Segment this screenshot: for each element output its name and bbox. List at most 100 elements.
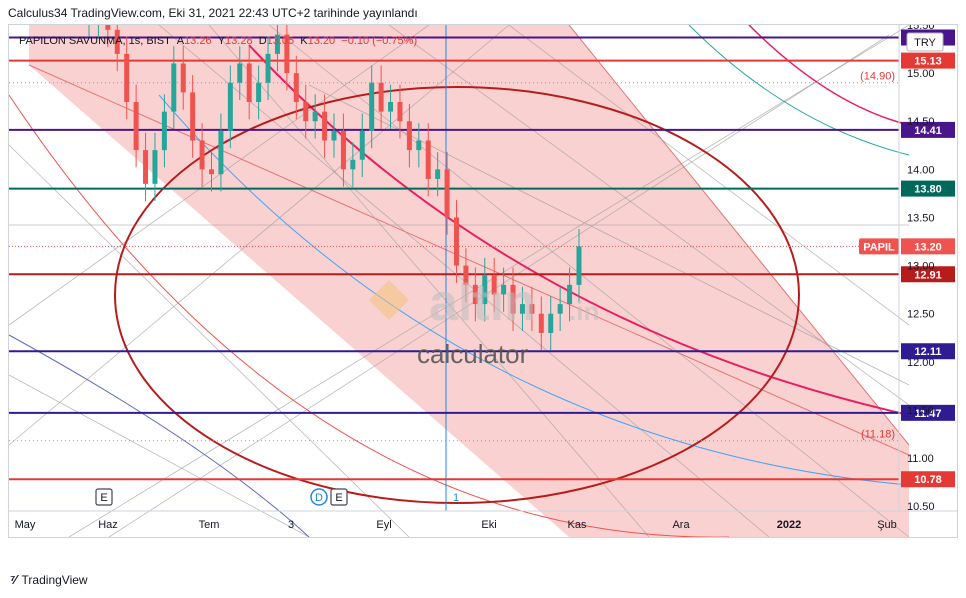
x-tick-label: May <box>15 519 36 531</box>
candle-body <box>491 275 497 295</box>
fan-line <box>208 25 650 537</box>
candle-body <box>303 101 309 122</box>
price-level-tag <box>901 343 955 360</box>
dotted-level-label: (11.18) <box>861 429 895 441</box>
candle-body <box>359 130 365 160</box>
currency-button[interactable] <box>906 32 944 52</box>
price-level-tag <box>901 121 955 138</box>
price-level-label: 12.91 <box>914 269 942 281</box>
y-tick-label: 14.00 <box>907 164 935 176</box>
x-tick-label: Şub <box>877 519 897 531</box>
candle-body <box>425 140 431 179</box>
candle-body <box>350 159 356 170</box>
candle-body <box>284 34 290 74</box>
cycle-ellipse <box>114 86 800 504</box>
y-tick-label: 12.50 <box>907 309 935 321</box>
x-tick-label: Eyl <box>376 519 391 531</box>
candle-body <box>538 313 544 333</box>
fan-line <box>9 144 410 537</box>
y-tick-label: 15.50 <box>907 25 935 32</box>
candle-body <box>501 284 507 295</box>
y-tick-label: 12.00 <box>907 357 935 369</box>
candle-body <box>567 284 573 305</box>
event-marker-label: E <box>100 492 107 504</box>
candle-body <box>265 53 271 83</box>
ohlc-high: 13.28 <box>225 35 253 47</box>
price-level-label: 10.78 <box>914 474 942 486</box>
candle-body <box>143 150 149 184</box>
candle-body <box>454 217 459 266</box>
candle-body <box>246 63 252 102</box>
candle-body <box>293 73 299 102</box>
chart-legend: PAPILON SAVUNMA, 1s, BIST A13.26 Y13.28 … <box>19 35 418 47</box>
arc-line-indigo <box>9 334 310 537</box>
candle-body <box>557 304 563 314</box>
y-tick-label: 15.00 <box>907 68 935 80</box>
chart-title: PAPILON SAVUNMA, 1s, BIST <box>19 35 171 47</box>
price-level-tag <box>901 471 955 488</box>
x-tick-label: Eki <box>481 519 496 531</box>
chart-area[interactable]: (14.90)(11.18)altın.incalculator15.3715.… <box>8 24 958 538</box>
candle-body <box>529 304 535 314</box>
candle-body <box>199 140 205 170</box>
candle-body <box>227 82 233 131</box>
dotted-level-label: (14.90) <box>860 71 895 83</box>
price-chart[interactable]: (14.90)(11.18)altın.incalculator15.3715.… <box>9 25 957 537</box>
y-tick-label: 13.50 <box>907 212 935 224</box>
candle-body <box>340 130 346 170</box>
candle-body <box>180 63 186 93</box>
price-level-tag <box>901 52 955 69</box>
candle-body <box>105 25 111 30</box>
fan-line <box>9 25 510 446</box>
candle-body <box>397 101 403 122</box>
arc-line-red <box>9 94 729 537</box>
fan-line <box>268 25 910 537</box>
y-tick-label: 14.50 <box>907 116 935 128</box>
arc-line-pink <box>748 25 910 126</box>
price-level-label: 12.11 <box>915 346 942 358</box>
candle-body <box>416 140 422 151</box>
candle-body <box>510 284 516 314</box>
candle-body <box>133 101 139 151</box>
candle-body <box>114 29 120 54</box>
ohlc-low: 13.05 <box>266 35 295 47</box>
footer-brand: TradingView <box>21 572 88 587</box>
candle-body <box>124 53 130 102</box>
watermark-suffix: .in <box>569 296 599 326</box>
earnings-marker <box>330 488 348 506</box>
price-level-tag <box>901 180 955 197</box>
x-tick-label: Tem <box>199 519 220 531</box>
watermark-logo-icon <box>369 280 409 320</box>
candle-body <box>161 111 167 151</box>
candle-body <box>519 304 525 314</box>
candle-body <box>444 169 450 218</box>
candle-body <box>331 130 337 141</box>
x-tick-label: Ara <box>672 519 690 531</box>
footer: ⁷∕ TradingView <box>10 572 88 587</box>
x-tick-label: 3 <box>288 519 294 531</box>
y-tick-label: 11.00 <box>907 453 934 465</box>
earnings-marker <box>95 488 113 506</box>
candle-body <box>482 275 488 305</box>
candle-body <box>237 63 243 83</box>
y-tick-label: 11.50 <box>907 405 934 417</box>
price-level-label: 11.47 <box>915 408 942 420</box>
channel-upper-edge <box>568 25 910 446</box>
candle-body <box>435 169 441 179</box>
publish-caption: Calculus34 TradingView.com, Eki 31, 2021… <box>8 6 418 20</box>
y-tick-label: 13.00 <box>907 261 935 273</box>
candle-body <box>218 130 224 175</box>
ohlc-close: 13.20 <box>307 35 336 47</box>
candle-body <box>378 82 384 112</box>
candle-body <box>463 265 469 285</box>
watermark-main: altın <box>429 274 536 332</box>
candle-body <box>388 101 394 112</box>
symbol-tag <box>859 238 899 255</box>
candle-body <box>171 63 177 112</box>
last-price-tag <box>901 238 955 255</box>
candle-body <box>472 284 478 305</box>
ohlc-change: −0.10 (−0.75%) <box>341 35 418 47</box>
fan-line <box>108 34 890 537</box>
candle-body <box>190 92 196 141</box>
fan-line <box>68 25 910 537</box>
